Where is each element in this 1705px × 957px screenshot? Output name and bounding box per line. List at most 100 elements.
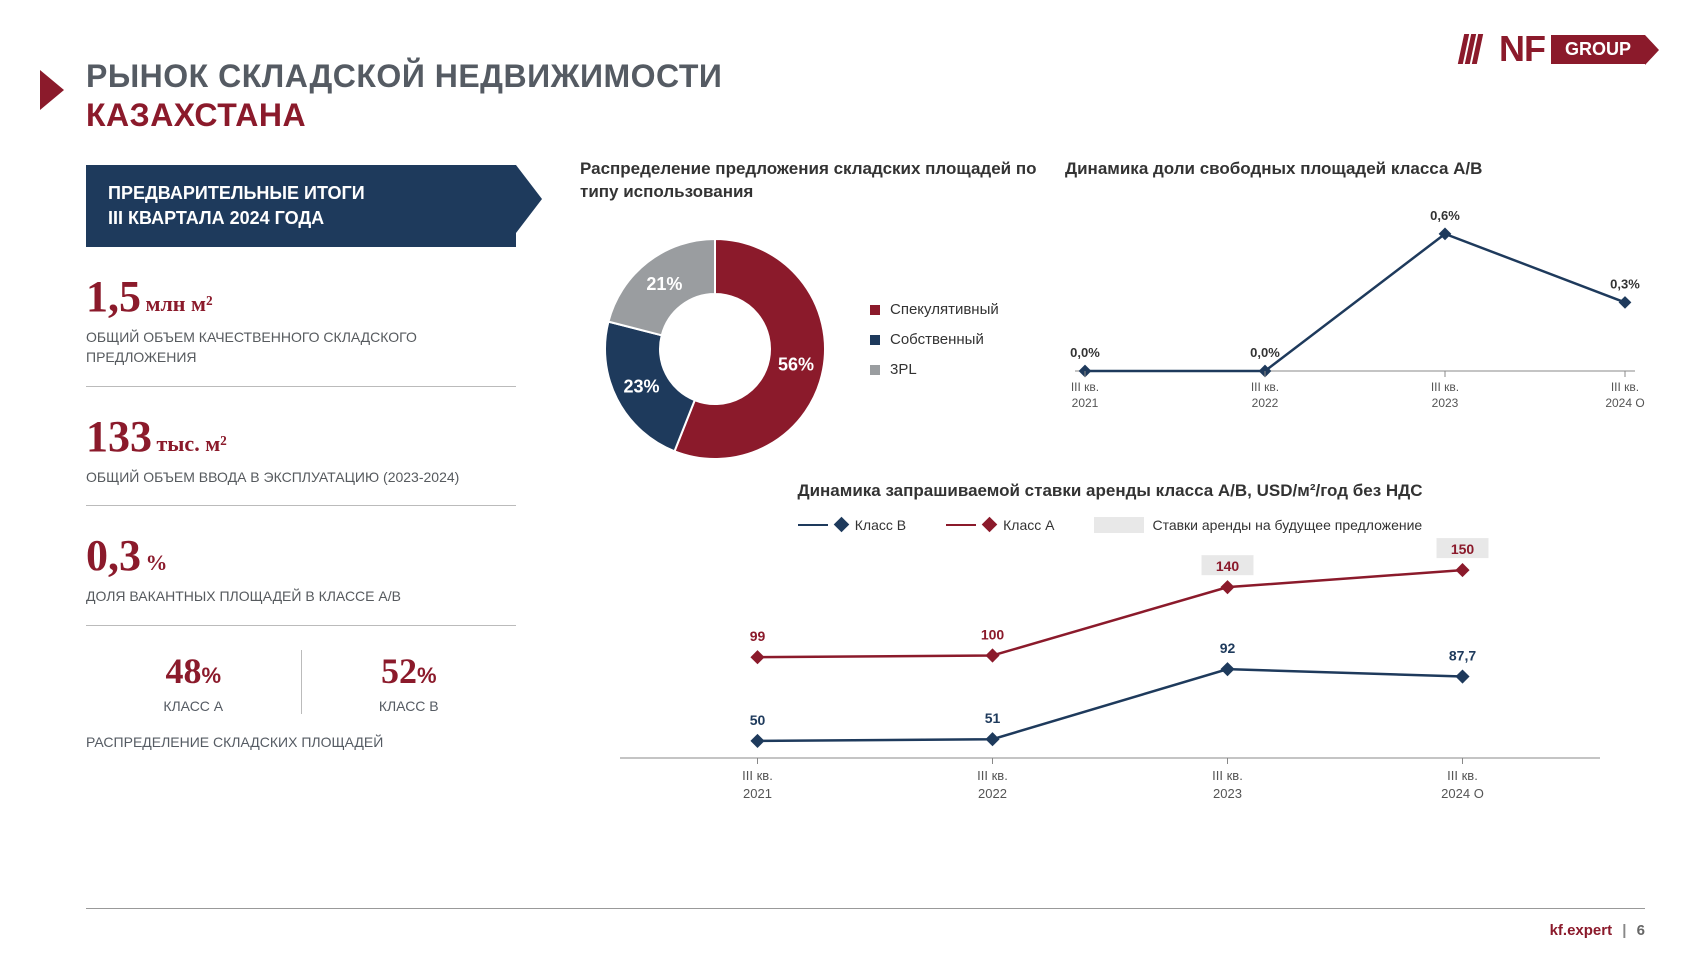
- vacancy-axis-label: 2022: [1252, 396, 1279, 410]
- banner: ПРЕДВАРИТЕЛЬНЫЕ ИТОГИ III КВАРТАЛА 2024 …: [86, 165, 516, 247]
- legend-diamond-icon: [982, 517, 998, 533]
- donut-slice-label: 21%: [646, 274, 682, 294]
- rent-marker: [750, 734, 764, 748]
- rent-point-label: 150: [1451, 541, 1475, 557]
- split-b-label: КЛАСС В: [302, 698, 517, 714]
- rent-point-label: 50: [750, 712, 766, 728]
- donut-slice-label: 56%: [778, 354, 814, 374]
- stat-1: 133 тыс. м² ОБЩИЙ ОБЪЕМ ВВОДА В ЭКСПЛУАТ…: [86, 411, 516, 507]
- vacancy-point-label: 0,3%: [1610, 276, 1640, 291]
- rent-point-label: 87,7: [1449, 647, 1476, 663]
- donut-title: Распределение предложения складских площ…: [580, 158, 1040, 204]
- legend-label: Класс А: [1003, 517, 1054, 533]
- rent-line: [758, 669, 1463, 741]
- stat-unit: млн м²: [145, 291, 212, 316]
- title-line1: РЫНОК СКЛАДСКОЙ НЕДВИЖИМОСТИ: [86, 58, 722, 95]
- page-number: 6: [1637, 922, 1645, 939]
- vacancy-point-label: 0,0%: [1070, 345, 1100, 360]
- donut-chart: 56% 23% 21%: [580, 214, 850, 484]
- vacancy-title: Динамика доли свободных площадей класса …: [1065, 158, 1645, 181]
- rent-legend-item: Класс А: [946, 517, 1054, 533]
- stat-value: 1,5: [86, 272, 141, 321]
- stat-value: 133: [86, 412, 152, 461]
- split-a-label: КЛАСС А: [86, 698, 301, 714]
- split-class-b: 52% КЛАСС В: [302, 650, 517, 714]
- legend-label: Собственный: [890, 325, 984, 355]
- banner-line2: III КВАРТАЛА 2024 ГОДА: [108, 206, 494, 231]
- legend-swatch: [870, 335, 880, 345]
- donut-slice-label: 23%: [623, 376, 659, 396]
- split-a-value: 48: [165, 651, 201, 691]
- legend-swatch: [870, 305, 880, 315]
- split-caption: РАСПРЕДЕЛЕНИЕ СКЛАДСКИХ ПЛОЩАДЕЙ: [86, 734, 516, 750]
- logo-group: GROUP: [1551, 35, 1645, 64]
- vacancy-chart: 0,0% III кв. 2021 0,0% III кв. 2022 0,6% III кв…: [1065, 181, 1645, 421]
- rent-marker: [1455, 669, 1469, 683]
- legend-item: Спекулятивный: [870, 295, 999, 325]
- legend-swatch: [870, 365, 880, 375]
- stat-unit: %: [145, 550, 167, 575]
- rent-chart-section: Динамика запрашиваемой ставки аренды кла…: [580, 480, 1640, 818]
- rent-point-label: 51: [985, 710, 1001, 726]
- footer-sep: |: [1622, 922, 1626, 939]
- stat-desc: ОБЩИЙ ОБЪЕМ ВВОДА В ЭКСПЛУАТАЦИЮ (2023-2…: [86, 468, 516, 488]
- rent-line: [758, 570, 1463, 657]
- stat-unit: тыс. м²: [156, 431, 226, 456]
- logo-nf: NF: [1499, 28, 1545, 70]
- page-title: РЫНОК СКЛАДСКОЙ НЕДВИЖИМОСТИ КАЗАХСТАНА: [86, 58, 722, 134]
- vacancy-axis-label: III кв.: [1611, 380, 1639, 394]
- vacancy-axis-label: III кв.: [1071, 380, 1099, 394]
- rent-point-label: 140: [1216, 558, 1240, 574]
- title-line2: КАЗАХСТАНА: [86, 97, 722, 134]
- rent-marker: [1220, 662, 1234, 676]
- legend-line: [798, 524, 828, 526]
- logo-bars-icon: [1461, 34, 1489, 64]
- legend-label: Спекулятивный: [890, 295, 999, 325]
- vacancy-line: [1085, 234, 1625, 371]
- legend-label: Класс В: [855, 517, 906, 533]
- rent-chart: III кв.2021III кв.2022III кв.2023III кв.…: [580, 533, 1640, 813]
- split-class-a: 48% КЛАСС А: [86, 650, 302, 714]
- stat-0: 1,5 млн м² ОБЩИЙ ОБЪЕМ КАЧЕСТВЕННОГО СКЛ…: [86, 271, 516, 386]
- legend-diamond-icon: [834, 517, 850, 533]
- vacancy-axis-label: III кв.: [1251, 380, 1279, 394]
- footer-site: kf.expert: [1550, 922, 1613, 939]
- vacancy-chart-section: Динамика доли свободных площадей класса …: [1065, 158, 1645, 426]
- banner-line1: ПРЕДВАРИТЕЛЬНЫЕ ИТОГИ: [108, 181, 494, 206]
- stat-desc: ДОЛЯ ВАКАНТНЫХ ПЛОЩАДЕЙ В КЛАССЕ А/В: [86, 587, 516, 607]
- legend-item: Собственный: [870, 325, 999, 355]
- rent-axis-label: 2022: [978, 786, 1007, 801]
- split-b-value: 52: [381, 651, 417, 691]
- vacancy-axis-label: III кв.: [1431, 380, 1459, 394]
- vacancy-point-label: 0,0%: [1250, 345, 1280, 360]
- stat-2: 0,3 % ДОЛЯ ВАКАНТНЫХ ПЛОЩАДЕЙ В КЛАССЕ А…: [86, 530, 516, 626]
- class-split: 48% КЛАСС А 52% КЛАСС В: [86, 650, 516, 714]
- rent-axis-label: 2024 О: [1441, 786, 1484, 801]
- rent-axis-label: 2023: [1213, 786, 1242, 801]
- vacancy-point-label: 0,6%: [1430, 208, 1460, 223]
- vacancy-marker: [1619, 296, 1632, 309]
- vacancy-axis-label: 2024 О: [1605, 396, 1644, 410]
- rent-marker: [1220, 580, 1234, 594]
- vacancy-axis-label: 2023: [1432, 396, 1459, 410]
- footer-divider: [86, 908, 1645, 909]
- legend-swatch: [1094, 517, 1144, 533]
- rent-axis-label: 2021: [743, 786, 772, 801]
- rent-legend: Класс В Класс А Ставки аренды на будущее п…: [580, 517, 1640, 533]
- donut-legend: СпекулятивныйСобственный3PL: [870, 295, 999, 385]
- legend-label: 3PL: [890, 355, 917, 385]
- stat-desc: ОБЩИЙ ОБЪЕМ КАЧЕСТВЕННОГО СКЛАДСКОГО ПРЕ…: [86, 328, 516, 367]
- rent-legend-item: Класс В: [798, 517, 906, 533]
- rent-marker: [985, 648, 999, 662]
- rent-marker: [985, 732, 999, 746]
- stat-value: 0,3: [86, 531, 141, 580]
- legend-label: Ставки аренды на будущее предложение: [1152, 517, 1422, 533]
- rent-marker: [750, 650, 764, 664]
- rent-point-label: 99: [750, 628, 766, 644]
- left-column: ПРЕДВАРИТЕЛЬНЫЕ ИТОГИ III КВАРТАЛА 2024 …: [86, 165, 516, 750]
- rent-point-label: 92: [1220, 640, 1236, 656]
- vacancy-axis-label: 2021: [1072, 396, 1099, 410]
- legend-line: [946, 524, 976, 526]
- footer: kf.expert | 6: [1550, 922, 1645, 939]
- rent-axis-label: III кв.: [1447, 768, 1478, 783]
